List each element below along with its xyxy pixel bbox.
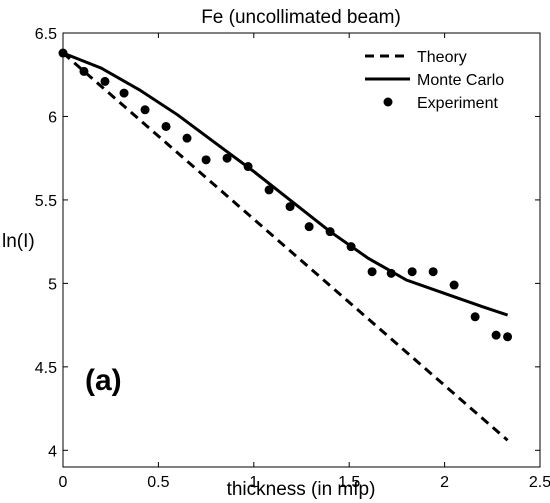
experiment-point — [58, 48, 68, 58]
y-tick-label: 6 — [48, 109, 57, 126]
legend-label: Theory — [417, 49, 467, 66]
experiment-point — [449, 280, 459, 290]
experiment-point — [243, 162, 253, 172]
x-tick-label: 1 — [249, 474, 258, 491]
experiment-point — [201, 155, 211, 165]
experiment-point — [367, 267, 377, 277]
experiment-point — [119, 88, 129, 98]
experiment-point — [182, 133, 192, 143]
x-axis-ticks: 0 0.5 1 1.5 2 2.5 — [59, 33, 550, 491]
experiment-point — [140, 105, 150, 115]
legend: Theory Monte Carlo Experiment — [365, 49, 504, 112]
legend-label: Experiment — [417, 95, 498, 112]
y-tick-label: 4 — [48, 443, 57, 460]
experiment-point — [285, 202, 295, 212]
experiment-point — [79, 66, 89, 76]
panel-label: (a) — [85, 364, 122, 397]
y-tick-label: 5 — [48, 276, 57, 293]
legend-item-theory: Theory — [365, 49, 467, 66]
experiment-point — [100, 76, 110, 86]
x-axis-label: thickness (in mfp) — [227, 479, 376, 500]
experiment-point — [222, 153, 232, 163]
x-tick-label: 0.5 — [147, 474, 169, 491]
theory-line — [62, 51, 509, 442]
y-axis-ticks: 4 4.5 5 5.5 6 6.5 — [35, 26, 540, 460]
experiment-point — [407, 267, 417, 277]
experiment-point — [428, 267, 438, 277]
experiment-point — [161, 121, 171, 131]
experiment-point — [325, 227, 335, 237]
legend-item-experiment: Experiment — [383, 95, 498, 112]
legend-label: Monte Carlo — [417, 72, 504, 89]
experiment-point — [304, 222, 314, 232]
x-tick-label: 2.5 — [529, 474, 550, 491]
experiment-point — [264, 185, 274, 195]
experiment-point — [386, 268, 396, 278]
y-axis-label: ln(I) — [2, 231, 35, 252]
y-tick-label: 4.5 — [35, 360, 57, 377]
experiment-series — [58, 48, 513, 342]
y-tick-label: 6.5 — [35, 26, 57, 43]
chart-title: Fe (uncollimated beam) — [201, 7, 401, 28]
y-tick-label: 5.5 — [35, 193, 57, 210]
experiment-point — [491, 330, 501, 340]
plot-frame — [62, 32, 541, 468]
legend-item-monte-carlo: Monte Carlo — [365, 72, 504, 89]
monte-carlo-line — [62, 51, 509, 317]
legend-marker — [383, 97, 393, 107]
series-layer — [58, 48, 513, 442]
x-tick-label: 2 — [440, 474, 449, 491]
x-tick-label: 1.5 — [338, 474, 360, 491]
x-tick-label: 0 — [59, 474, 68, 491]
experiment-point — [470, 312, 480, 322]
experiment-point — [346, 242, 356, 252]
experiment-point — [503, 332, 513, 342]
